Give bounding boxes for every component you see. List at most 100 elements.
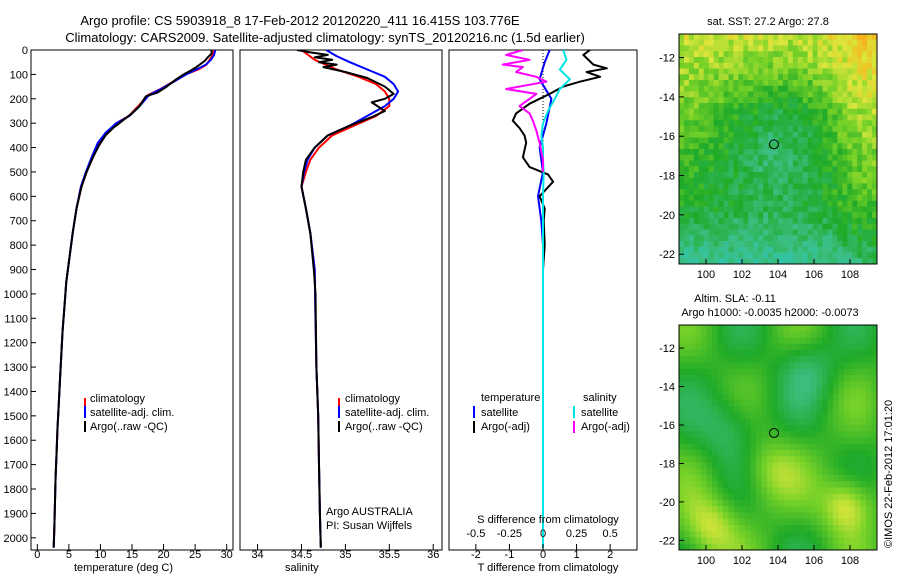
map-cell [734, 525, 740, 532]
map-cell [745, 406, 751, 413]
map-cell [838, 406, 845, 413]
map-cell [748, 166, 754, 173]
map-cell [800, 456, 806, 463]
map-cell [778, 512, 784, 520]
map-cell [847, 108, 853, 115]
map-cell [797, 160, 804, 167]
map-cell [844, 518, 850, 526]
map-cell [768, 57, 774, 64]
map-cell [738, 97, 744, 104]
map-cell [852, 80, 858, 87]
map-cell [807, 235, 814, 242]
map-cell [738, 34, 744, 41]
map-cell [708, 246, 715, 253]
map-cell [717, 512, 724, 520]
map-cell [838, 362, 845, 370]
map-cell [807, 126, 814, 133]
map-cell [855, 487, 861, 495]
map-cell [684, 443, 691, 451]
map-cell [849, 362, 856, 370]
map-cell [690, 506, 696, 513]
map-cell [693, 229, 700, 236]
map-cell [811, 418, 817, 426]
map-cell [768, 34, 774, 41]
map-cell [800, 418, 806, 426]
map-cell [763, 166, 769, 173]
map-cell [688, 80, 695, 87]
map-cell [772, 493, 779, 501]
map-cell [768, 235, 774, 242]
map-cell [811, 431, 817, 438]
map-cell [832, 229, 838, 236]
map-cell [867, 183, 873, 190]
map-cell [800, 500, 806, 507]
map-cell [717, 406, 724, 413]
map-cell [862, 154, 868, 161]
map-cell [855, 381, 861, 388]
map-cell [713, 34, 719, 41]
map-cell [750, 325, 757, 332]
map-cell [745, 350, 751, 357]
map-cell [763, 172, 769, 179]
map-cell [833, 368, 839, 376]
map-cell [871, 400, 878, 407]
map-cell [817, 241, 823, 248]
map-cell [812, 57, 818, 64]
map-cell [706, 525, 713, 532]
map-cell [773, 212, 779, 219]
map-cell [855, 468, 861, 476]
map-cell [767, 500, 773, 507]
map-cell [833, 406, 839, 413]
map-cell [748, 258, 754, 265]
map-cell [734, 493, 740, 501]
map-cell [855, 350, 861, 357]
map-cell [844, 437, 850, 445]
map-cell [833, 431, 839, 438]
map-cell [783, 475, 790, 482]
map-cell [787, 252, 794, 259]
map-cell [800, 381, 806, 388]
map-cell [706, 393, 713, 401]
map-cell [750, 412, 757, 420]
map-cell [860, 468, 867, 476]
map-cell [717, 531, 724, 538]
map-cell [756, 456, 762, 463]
map-cell [761, 500, 768, 507]
map-cell [822, 362, 828, 370]
map-cell [847, 103, 853, 110]
map-cell [838, 375, 845, 382]
map-cell [773, 206, 779, 213]
map-cell [833, 462, 839, 470]
map-cell [733, 97, 739, 104]
map-cell [763, 45, 769, 52]
map-cell [717, 543, 724, 551]
map-cell [805, 387, 812, 395]
map-cell [701, 456, 707, 463]
map-cell [712, 475, 718, 482]
map-cell [679, 80, 685, 87]
map-cell [847, 34, 853, 41]
map-y-tick-label: -14 [659, 92, 675, 104]
map-cell [756, 337, 762, 345]
map-cell [807, 97, 814, 104]
map-cell [750, 493, 757, 501]
map-cell [738, 143, 744, 150]
map-cell [822, 68, 828, 75]
map-cell [832, 172, 838, 179]
map-cell [832, 258, 838, 265]
map-cell [827, 80, 833, 87]
map-cell [768, 91, 774, 98]
map-cell [778, 57, 784, 64]
map-cell [857, 39, 863, 46]
map-cell [833, 381, 839, 388]
map-cell [847, 200, 853, 207]
map-cell [684, 543, 691, 551]
map-cell [849, 518, 856, 526]
map-cell [728, 525, 735, 532]
map-cell [812, 68, 818, 75]
map-cell [684, 375, 691, 382]
map-cell [695, 468, 702, 476]
map-cell [743, 114, 749, 121]
map-cell [750, 518, 757, 526]
map-cell [827, 160, 833, 167]
